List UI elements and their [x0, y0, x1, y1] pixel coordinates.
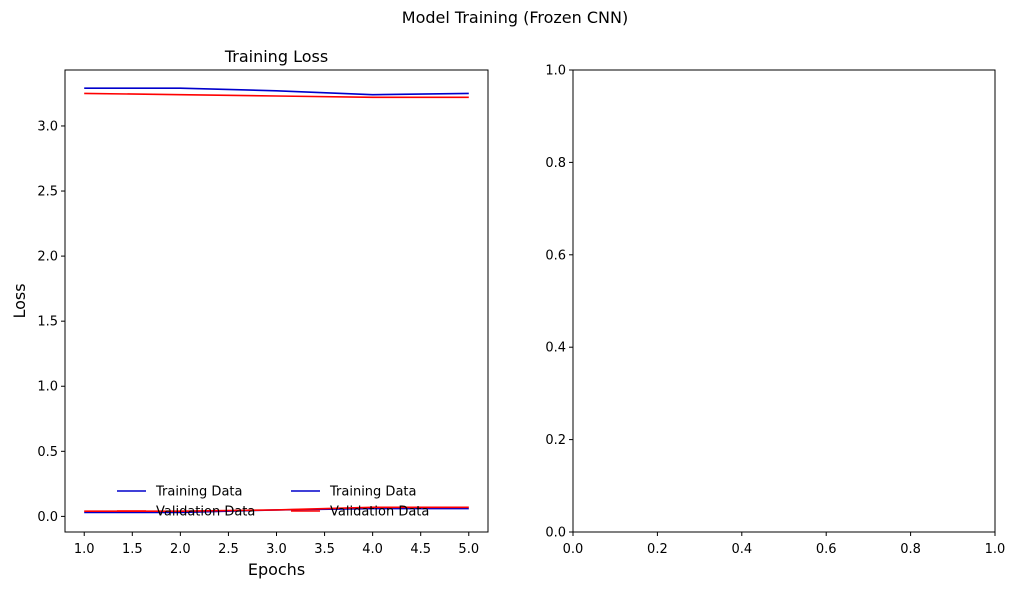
y-tick-label: 0.0 [545, 526, 566, 541]
y-tick-label: 1.5 [37, 315, 58, 330]
figure-suptitle: Model Training (Frozen CNN) [402, 8, 628, 27]
empty-axes-frame [572, 69, 996, 533]
loss-axis-ticks: 1.0 1.5 2.0 2.5 3.0 3.5 4.0 4.5 5.0 0.0 0.5 1.0 1.5 2… [37, 119, 479, 557]
loss-axes-frame [64, 69, 489, 533]
x-tick-label: 1.0 [985, 542, 1006, 557]
loss-y-axis-label: Loss [10, 283, 29, 318]
y-tick-label: 2.5 [37, 185, 58, 200]
loss-plot-marks [84, 87, 469, 514]
y-tick-label: 2.0 [37, 250, 58, 265]
x-tick-label: 0.4 [731, 542, 752, 557]
y-tick-label: 0.0 [37, 510, 58, 525]
empty-axis-ticks: 0.0 0.2 0.4 0.6 0.8 1.0 0.0 0.2 0.4 0.6 0.8 1.0 [545, 64, 1005, 558]
x-tick-label: 5.0 [458, 542, 479, 557]
legend-label: Validation Data [330, 505, 429, 520]
loss-axes: Training Loss 1.0 1.5 2.0 2.5 3.0 3.5 4.0 4.5 5.… [10, 47, 489, 579]
y-tick-label: 0.6 [545, 248, 566, 263]
x-tick-label: 2.5 [218, 542, 239, 557]
y-tick-label: 0.5 [37, 445, 58, 460]
x-tick-label: 0.0 [563, 542, 584, 557]
series-line-training-data-0 [84, 87, 469, 96]
legend-label: Validation Data [156, 505, 255, 520]
x-tick-label: 1.5 [122, 542, 143, 557]
y-tick-label: 0.2 [545, 433, 566, 448]
legend-label: Training Data [329, 485, 416, 500]
x-tick-label: 0.6 [816, 542, 837, 557]
empty-axes: 0.0 0.2 0.4 0.6 0.8 1.0 0.0 0.2 0.4 0.6 0.8 1.0 [545, 64, 1005, 558]
x-tick-label: 0.8 [900, 542, 921, 557]
x-tick-label: 2.0 [170, 542, 191, 557]
series-line-validation-data-3 [84, 506, 469, 513]
x-tick-label: 4.0 [362, 542, 383, 557]
x-tick-label: 3.5 [314, 542, 335, 557]
y-tick-label: 1.0 [545, 64, 566, 79]
x-tick-label: 4.5 [410, 542, 431, 557]
x-tick-label: 0.2 [647, 542, 668, 557]
loss-x-axis-label: Epochs [248, 560, 305, 579]
loss-legend: Training Data Validation Data Training Dat… [117, 485, 429, 520]
x-tick-label: 1.0 [74, 542, 95, 557]
x-tick-label: 3.0 [266, 542, 287, 557]
y-tick-label: 3.0 [37, 119, 58, 134]
y-tick-label: 1.0 [37, 380, 58, 395]
legend-label: Training Data [155, 485, 242, 500]
y-tick-label: 0.4 [545, 341, 566, 356]
loss-plot-title: Training Loss [224, 47, 328, 66]
series-line-validation-data-1 [84, 92, 469, 99]
y-tick-label: 0.8 [545, 156, 566, 171]
